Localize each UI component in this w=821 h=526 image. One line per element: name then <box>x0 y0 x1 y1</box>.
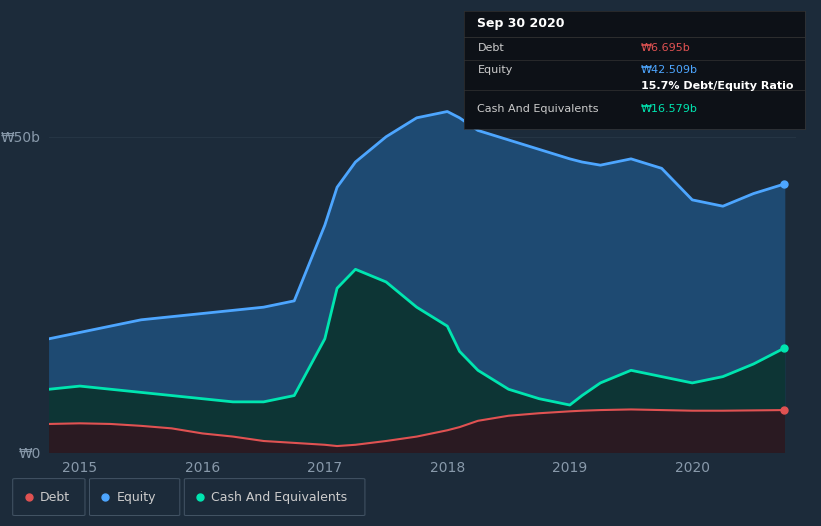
Text: ₩6.695b: ₩6.695b <box>641 43 690 54</box>
Text: ₩42.509b: ₩42.509b <box>641 65 698 75</box>
Text: Sep 30 2020: Sep 30 2020 <box>478 17 565 30</box>
Text: Equity: Equity <box>478 65 513 75</box>
Text: Debt: Debt <box>478 43 504 54</box>
Text: ₩16.579b: ₩16.579b <box>641 104 698 114</box>
FancyBboxPatch shape <box>185 479 365 515</box>
FancyBboxPatch shape <box>13 479 85 515</box>
Text: Cash And Equivalents: Cash And Equivalents <box>212 491 347 503</box>
FancyBboxPatch shape <box>89 479 180 515</box>
Text: 15.7% Debt/Equity Ratio: 15.7% Debt/Equity Ratio <box>641 81 794 92</box>
Text: Equity: Equity <box>117 491 156 503</box>
Text: Debt: Debt <box>40 491 70 503</box>
Text: Cash And Equivalents: Cash And Equivalents <box>478 104 599 114</box>
